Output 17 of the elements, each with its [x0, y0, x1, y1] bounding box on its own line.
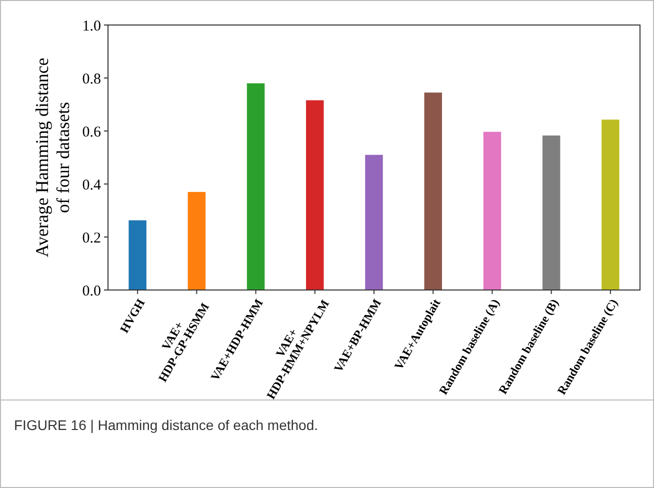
bar [128, 220, 146, 290]
y-tick-label: 1.0 [82, 18, 101, 34]
bar [483, 132, 502, 290]
y-tick-label: 0.4 [82, 177, 102, 194]
y-tick-label: 0.2 [82, 230, 101, 246]
caption: FIGURE 16 | Hamming distance of each method. [14, 417, 318, 433]
bar [542, 136, 560, 290]
bar [365, 154, 383, 290]
y-tick-label: 0.8 [82, 71, 101, 88]
y-axis-title: Average Hamming distance of four datasets [32, 58, 73, 258]
bar [424, 92, 442, 290]
y-tick-label: 0.6 [82, 124, 102, 140]
bar [602, 120, 620, 290]
bar [188, 192, 206, 290]
bar [306, 100, 324, 290]
bar [246, 83, 265, 290]
y-tick-label: 0.0 [82, 283, 101, 300]
